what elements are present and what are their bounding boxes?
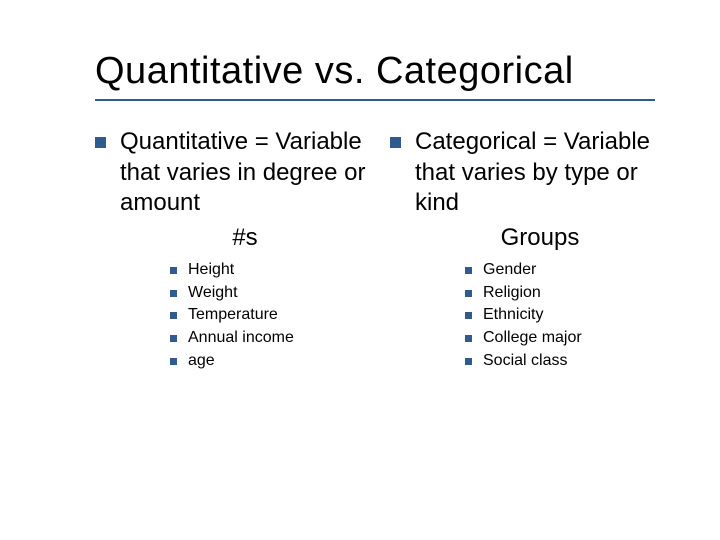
list-item: Temperature [170,305,370,326]
sub-item-label: Ethnicity [483,305,543,326]
right-main-item: Categorical = Variable that varies by ty… [390,127,665,219]
right-sub-list: Gender Religion Ethnicity College major … [465,260,665,372]
left-main-item: Quantitative = Variable that varies in d… [95,127,370,219]
right-main-text: Categorical = Variable that varies by ty… [415,127,665,219]
square-bullet-icon [465,312,472,319]
square-bullet-icon [465,290,472,297]
square-bullet-icon [170,358,177,365]
square-bullet-icon [170,335,177,342]
left-sub-list: Height Weight Temperature Annual income … [170,260,370,372]
right-column: Categorical = Variable that varies by ty… [390,127,665,374]
list-item: Ethnicity [465,305,665,326]
sub-item-label: Weight [188,283,238,304]
sub-item-label: Annual income [188,328,294,349]
square-bullet-icon [170,312,177,319]
list-item: Weight [170,283,370,304]
list-item: Religion [465,283,665,304]
sub-item-label: Height [188,260,234,281]
sub-item-label: Social class [483,351,567,372]
slide: Quantitative vs. Categorical Quantitativ… [0,0,720,540]
right-keyword: Groups [415,223,665,254]
list-item: Height [170,260,370,281]
list-item: Gender [465,260,665,281]
square-bullet-icon [465,358,472,365]
sub-item-label: age [188,351,215,372]
left-keyword: #s [120,223,370,254]
square-bullet-icon [95,137,106,148]
sub-item-label: College major [483,328,582,349]
title-underline [95,99,655,101]
content-columns: Quantitative = Variable that varies in d… [95,127,665,374]
square-bullet-icon [465,267,472,274]
sub-item-label: Religion [483,283,541,304]
list-item: age [170,351,370,372]
sub-item-label: Gender [483,260,536,281]
left-main-text: Quantitative = Variable that varies in d… [120,127,370,219]
list-item: Annual income [170,328,370,349]
square-bullet-icon [465,335,472,342]
square-bullet-icon [170,290,177,297]
square-bullet-icon [170,267,177,274]
list-item: College major [465,328,665,349]
square-bullet-icon [390,137,401,148]
slide-title: Quantitative vs. Categorical [95,50,665,93]
left-column: Quantitative = Variable that varies in d… [95,127,370,374]
list-item: Social class [465,351,665,372]
sub-item-label: Temperature [188,305,278,326]
